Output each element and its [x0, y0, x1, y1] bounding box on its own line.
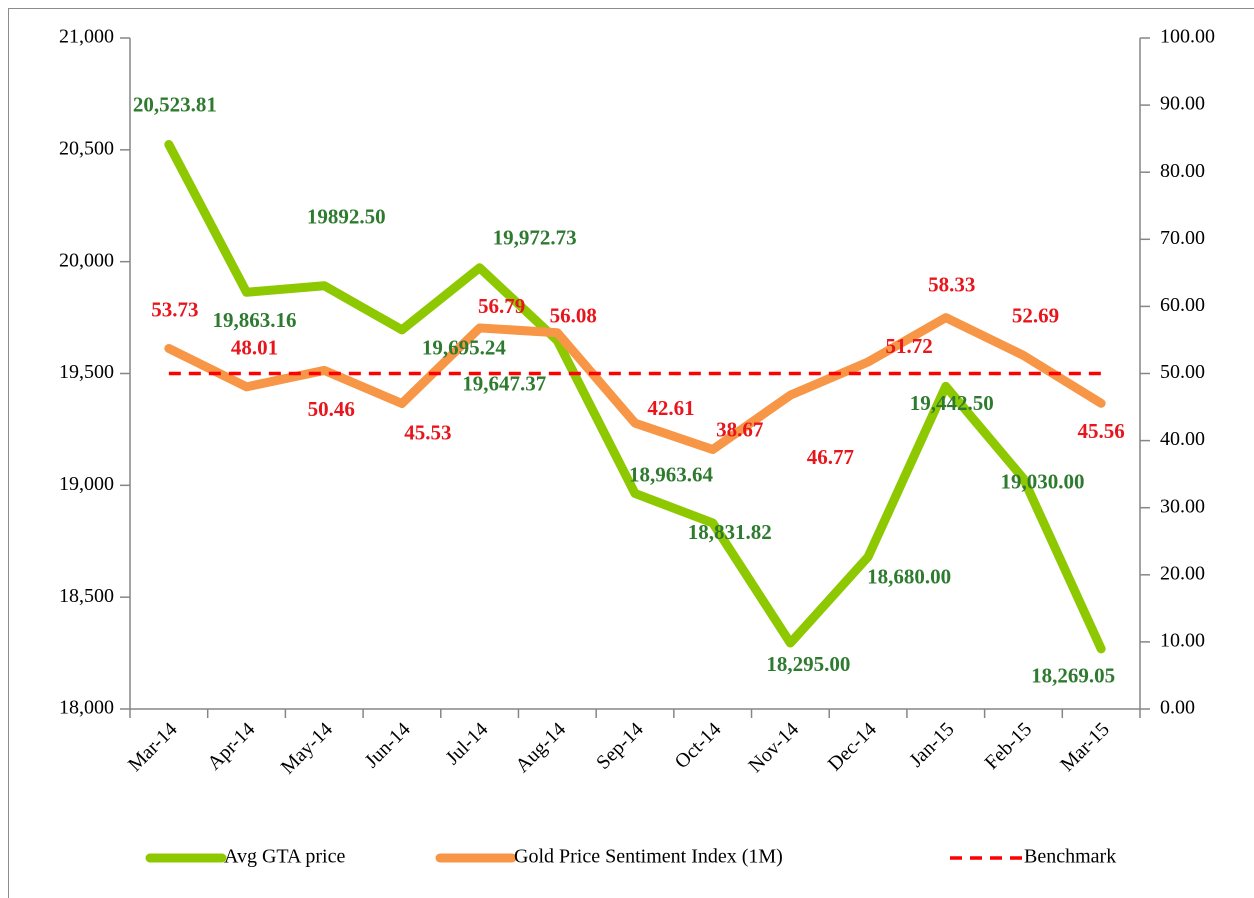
data-label: 19,442.50 [910, 391, 994, 415]
chart-border [8, 8, 1254, 898]
y-tick-label: 18,500 [59, 585, 114, 607]
data-label: 19,863.16 [213, 308, 297, 332]
data-label: 18,963.64 [629, 462, 714, 486]
data-label: 46.77 [807, 445, 854, 469]
y2-tick-label: 20.00 [1160, 562, 1205, 584]
y2-tick-label: 10.00 [1160, 629, 1205, 651]
y2-tick-label: 30.00 [1160, 495, 1205, 517]
y2-tick-label: 40.00 [1160, 428, 1205, 450]
x-tick-label: Jul-14 [441, 718, 492, 769]
data-label: 53.73 [151, 297, 198, 321]
data-label: 45.53 [404, 420, 451, 444]
y-tick-label: 19,500 [59, 361, 114, 383]
x-tick-label: May-14 [277, 718, 337, 778]
data-label: 38.67 [716, 417, 763, 441]
data-label: 50.46 [308, 397, 355, 421]
data-label: 56.08 [550, 304, 597, 328]
legend-label: Benchmark [1024, 846, 1116, 868]
data-label: 58.33 [928, 272, 975, 296]
series-line [164, 313, 1106, 455]
data-label: 18,269.05 [1031, 664, 1115, 688]
y2-tick-label: 70.00 [1160, 227, 1205, 249]
data-label: 19,695.24 [422, 336, 507, 360]
data-label: 48.01 [231, 336, 278, 360]
x-tick-label: Apr-14 [203, 718, 259, 774]
y2-tick-label: 0.00 [1160, 697, 1195, 719]
x-tick-label: Aug-14 [511, 718, 570, 777]
y-tick-label: 20,500 [59, 137, 114, 159]
y2-tick-label: 100.00 [1160, 26, 1215, 48]
x-tick-label: Jun-14 [361, 718, 415, 772]
legend-label: Gold Price Sentiment Index (1M) [514, 846, 783, 868]
x-tick-label: Mar-15 [1056, 718, 1114, 776]
data-label: 19,647.37 [462, 371, 546, 395]
data-label: 52.69 [1012, 303, 1059, 327]
y2-tick-label: 60.00 [1160, 294, 1205, 316]
data-label: 19,972.73 [493, 226, 577, 250]
data-label: 51.72 [885, 334, 932, 358]
y2-tick-label: 90.00 [1160, 93, 1205, 115]
x-tick-label: Sep-14 [592, 718, 648, 774]
data-label: 18,831.82 [688, 520, 772, 544]
y2-tick-label: 80.00 [1160, 160, 1205, 182]
y-tick-label: 21,000 [59, 26, 114, 48]
data-label: 18,680.00 [867, 565, 951, 589]
x-tick-label: Nov-14 [744, 718, 803, 777]
x-tick-label: Mar-14 [124, 718, 182, 776]
series-line [164, 140, 1106, 654]
data-label: 42.61 [647, 396, 694, 420]
data-label: 18,295.00 [766, 652, 850, 676]
legend-label: Avg GTA price [224, 846, 345, 868]
y-tick-label: 20,000 [59, 249, 114, 271]
y-tick-label: 18,000 [59, 697, 114, 719]
y2-tick-label: 50.00 [1160, 361, 1205, 383]
y-tick-label: 19,000 [59, 473, 114, 495]
x-tick-label: Feb-15 [981, 718, 1037, 774]
data-label: 56.79 [478, 294, 525, 318]
data-label: 20,523.81 [133, 92, 217, 116]
data-label: 45.56 [1078, 419, 1125, 443]
x-tick-label: Dec-14 [824, 718, 881, 775]
data-label: 19,030.00 [1000, 469, 1084, 493]
data-label: 19892.50 [307, 205, 386, 229]
x-tick-label: Jan-15 [905, 718, 958, 771]
x-tick-label: Oct-14 [671, 718, 726, 773]
